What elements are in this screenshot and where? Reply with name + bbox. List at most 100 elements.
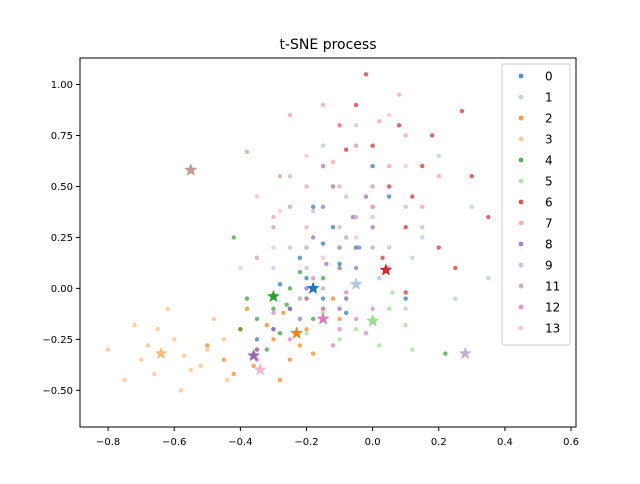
y-tick-label: 0.75 [51, 131, 73, 142]
legend-label: 0 [545, 70, 553, 84]
data-point [304, 245, 309, 250]
data-point [304, 265, 309, 271]
data-point [122, 377, 127, 383]
legend-marker [518, 220, 524, 226]
data-point [436, 245, 441, 250]
data-point [251, 363, 256, 369]
data-point [337, 123, 342, 128]
chart-title: t-SNE process [280, 37, 377, 53]
series-3 [105, 306, 230, 393]
data-point [370, 143, 375, 148]
series-6 [320, 72, 491, 295]
data-point [320, 275, 326, 281]
data-point [353, 102, 359, 108]
data-point [297, 269, 303, 275]
legend-marker [518, 283, 524, 289]
data-point [410, 347, 415, 352]
data-point [350, 214, 355, 220]
data-point [353, 316, 359, 322]
legend-item-12: 12 [518, 301, 560, 315]
data-point [287, 112, 293, 118]
legend-label: 11 [545, 280, 560, 294]
centroid-star-0 [306, 281, 320, 294]
data-point [287, 357, 293, 362]
series-11 [244, 149, 375, 301]
x-tick-label: 0.6 [563, 437, 579, 448]
centroid-star-13 [253, 363, 267, 376]
data-point [396, 123, 402, 128]
data-point [403, 306, 408, 311]
data-point [271, 310, 276, 316]
centroid-star-5 [366, 314, 380, 327]
x-tick-label: −0.6 [162, 437, 186, 448]
data-point [353, 245, 359, 250]
data-point [330, 296, 336, 301]
centroid-star-4 [266, 289, 281, 303]
y-axis-ticks: −0.50 −0.25 0.00 0.25 0.50 0.75 1.00 [42, 80, 80, 397]
data-point [337, 337, 342, 342]
data-point [254, 316, 260, 322]
data-point [330, 184, 336, 189]
data-point [420, 204, 425, 210]
legend-item-7: 7 [518, 217, 553, 231]
data-point [353, 326, 359, 332]
data-point [343, 147, 349, 152]
legend-item-11: 11 [518, 280, 560, 294]
data-point [310, 204, 316, 210]
data-point [254, 255, 260, 260]
series-1 [271, 123, 524, 311]
legend-marker [518, 199, 524, 205]
data-point [343, 310, 349, 316]
data-point [178, 388, 184, 393]
centroid-star-1 [349, 277, 363, 290]
data-point [105, 347, 111, 352]
data-point [337, 326, 342, 332]
data-point [337, 261, 342, 267]
legend-item-0: 0 [518, 70, 553, 84]
data-point [377, 275, 382, 281]
legend-marker [518, 304, 524, 310]
data-point [165, 306, 170, 311]
data-point [145, 343, 150, 348]
data-point [469, 174, 475, 179]
data-point [264, 347, 270, 352]
data-point [386, 306, 392, 311]
y-tick-label: 1.00 [51, 80, 73, 91]
centroid-layer [154, 163, 472, 376]
legend-item-5: 5 [518, 175, 553, 189]
data-point [353, 214, 359, 220]
data-point [238, 326, 243, 332]
legend-label: 8 [545, 238, 553, 252]
legend-item-13: 13 [518, 322, 560, 336]
x-axis-ticks: −0.8 −0.6 −0.4 −0.2 0.0 0.2 0.4 0.6 [96, 427, 579, 448]
data-point [244, 306, 250, 311]
data-point [287, 306, 293, 311]
data-point [337, 306, 342, 311]
data-point [370, 214, 375, 220]
data-point [244, 149, 250, 154]
data-point [386, 112, 392, 118]
data-point [357, 245, 362, 250]
data-point [310, 208, 316, 214]
series-12 [254, 275, 375, 362]
data-point [320, 255, 326, 260]
data-point [370, 184, 375, 189]
series-8 [254, 184, 375, 352]
data-point [370, 306, 375, 311]
data-point [386, 245, 392, 250]
data-point [304, 225, 309, 230]
data-point [320, 241, 326, 246]
legend-marker [518, 178, 524, 184]
data-point [353, 123, 359, 128]
data-point [436, 153, 441, 159]
data-point [138, 357, 144, 362]
centroid-star-9 [458, 346, 472, 360]
data-point [205, 343, 210, 348]
data-point [231, 371, 236, 377]
data-point [271, 265, 276, 271]
y-tick-label: 0.00 [51, 284, 73, 295]
legend-marker [518, 157, 524, 163]
data-point [284, 302, 289, 307]
data-point [337, 184, 342, 189]
